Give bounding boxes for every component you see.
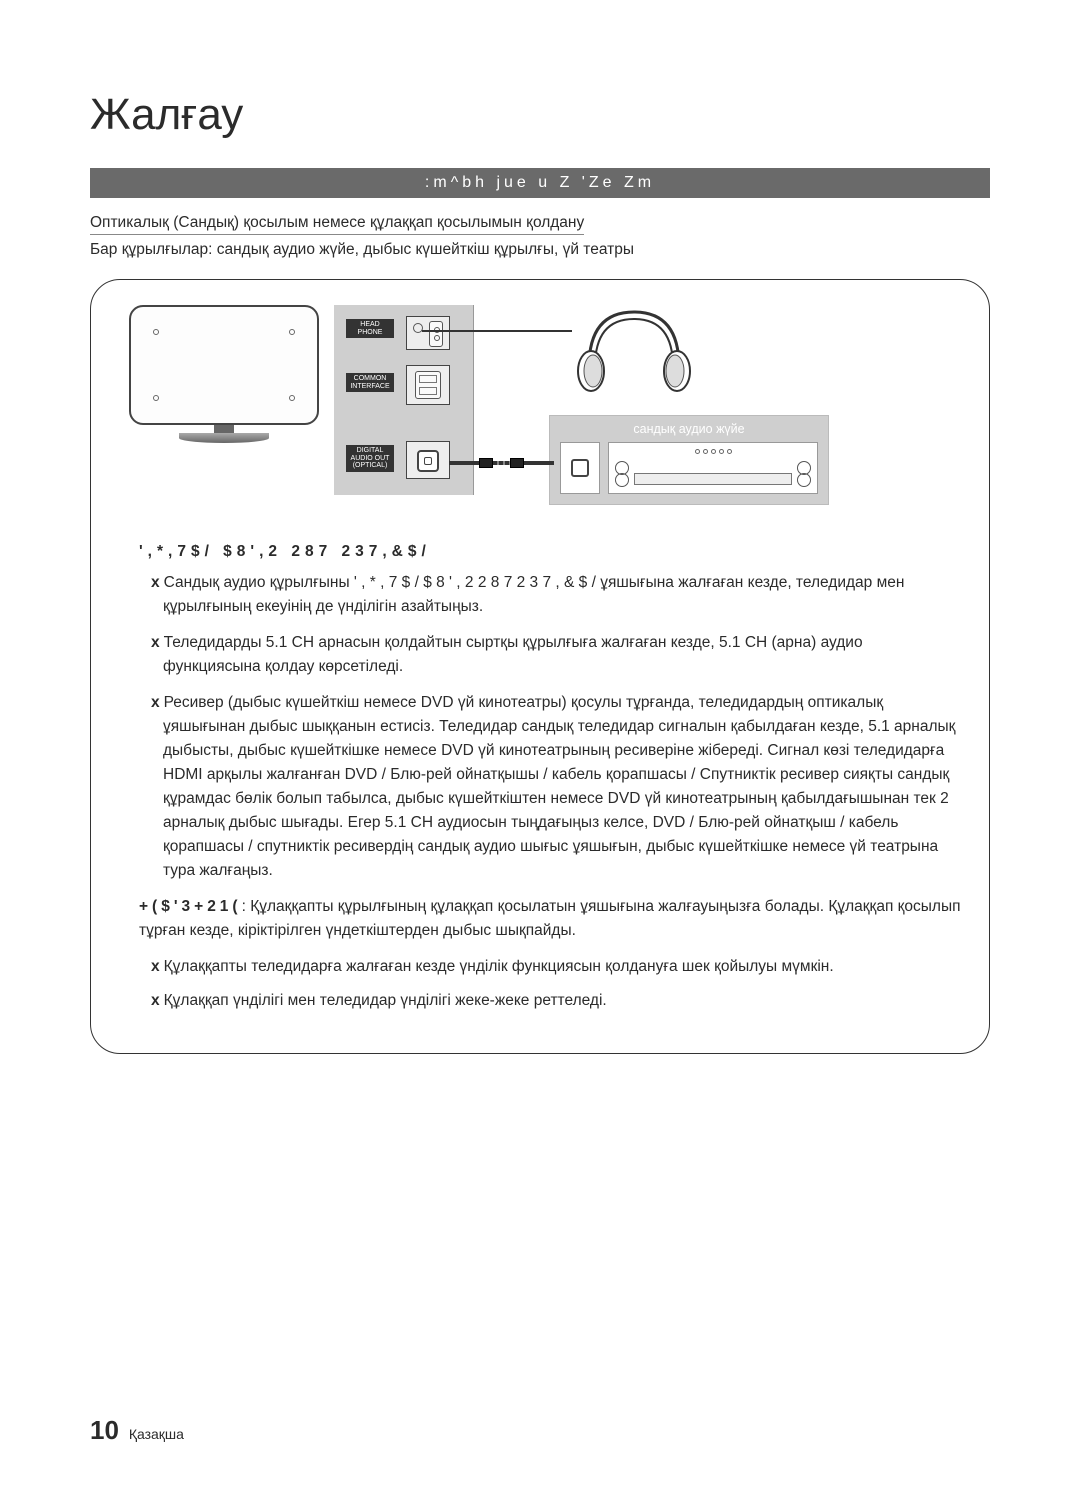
bullet-list: xСандық аудио құрылғыны ' , * , 7 $ / $ …: [151, 571, 961, 883]
page-title: Жалғау: [90, 90, 990, 140]
footer-language: Қазақша: [129, 1426, 184, 1442]
tv-illustration: [129, 305, 319, 440]
sub-bullet: xҚұлаққап үнділігі мен теледидар үнділіг…: [151, 989, 961, 1013]
bullet-item: xРесивер (дыбыс күшейткіш немесе DVD үй …: [151, 691, 961, 883]
optical-out-label: DIGITAL AUDIO OUT (OPTICAL): [346, 445, 394, 472]
headphone-port-label: HEAD PHONE: [346, 319, 394, 338]
bullet-item: xСандық аудио құрылғыны ' , * , 7 $ / $ …: [151, 571, 961, 619]
page-number: 10: [90, 1415, 119, 1445]
headphones-icon: [569, 297, 699, 397]
headphone-cable: [422, 330, 572, 332]
page-footer: 10 Қазақша: [90, 1415, 184, 1446]
connection-diagram: HEAD PHONE COMMON INTERFACE DIGITAL AUDI…: [119, 305, 961, 525]
digital-audio-system: сандық аудио жүйе: [549, 415, 829, 505]
common-interface-label: COMMON INTERFACE: [346, 373, 394, 392]
digital-audio-heading: ',*,7$/ $8',2 287 237,&$/: [139, 543, 961, 561]
content-panel: HEAD PHONE COMMON INTERFACE DIGITAL AUDI…: [90, 279, 990, 1054]
optical-cable: [449, 458, 554, 468]
intro-line-1: Оптикалық (Сандық) қосылым немесе құлаққ…: [90, 214, 990, 241]
bullet-item: xТеледидарды 5.1 CH арнасын қолдайтын сы…: [151, 631, 961, 679]
audio-system-label: сандық аудио жүйе: [550, 416, 828, 442]
intro-line-2: Бар құрылғылар: сандық аудио жүйе, дыбыс…: [90, 241, 990, 259]
headphone-heading: +($'3+21(: [139, 898, 242, 915]
section-banner: :m^bh jue u Z 'Ze Zm: [90, 168, 990, 198]
sub-bullet: xҚұлаққапты теледидарға жалғаған кезде ү…: [151, 955, 961, 979]
headphone-paragraph: +($'3+21(: Құлаққапты құрылғының құлаққа…: [139, 895, 961, 943]
